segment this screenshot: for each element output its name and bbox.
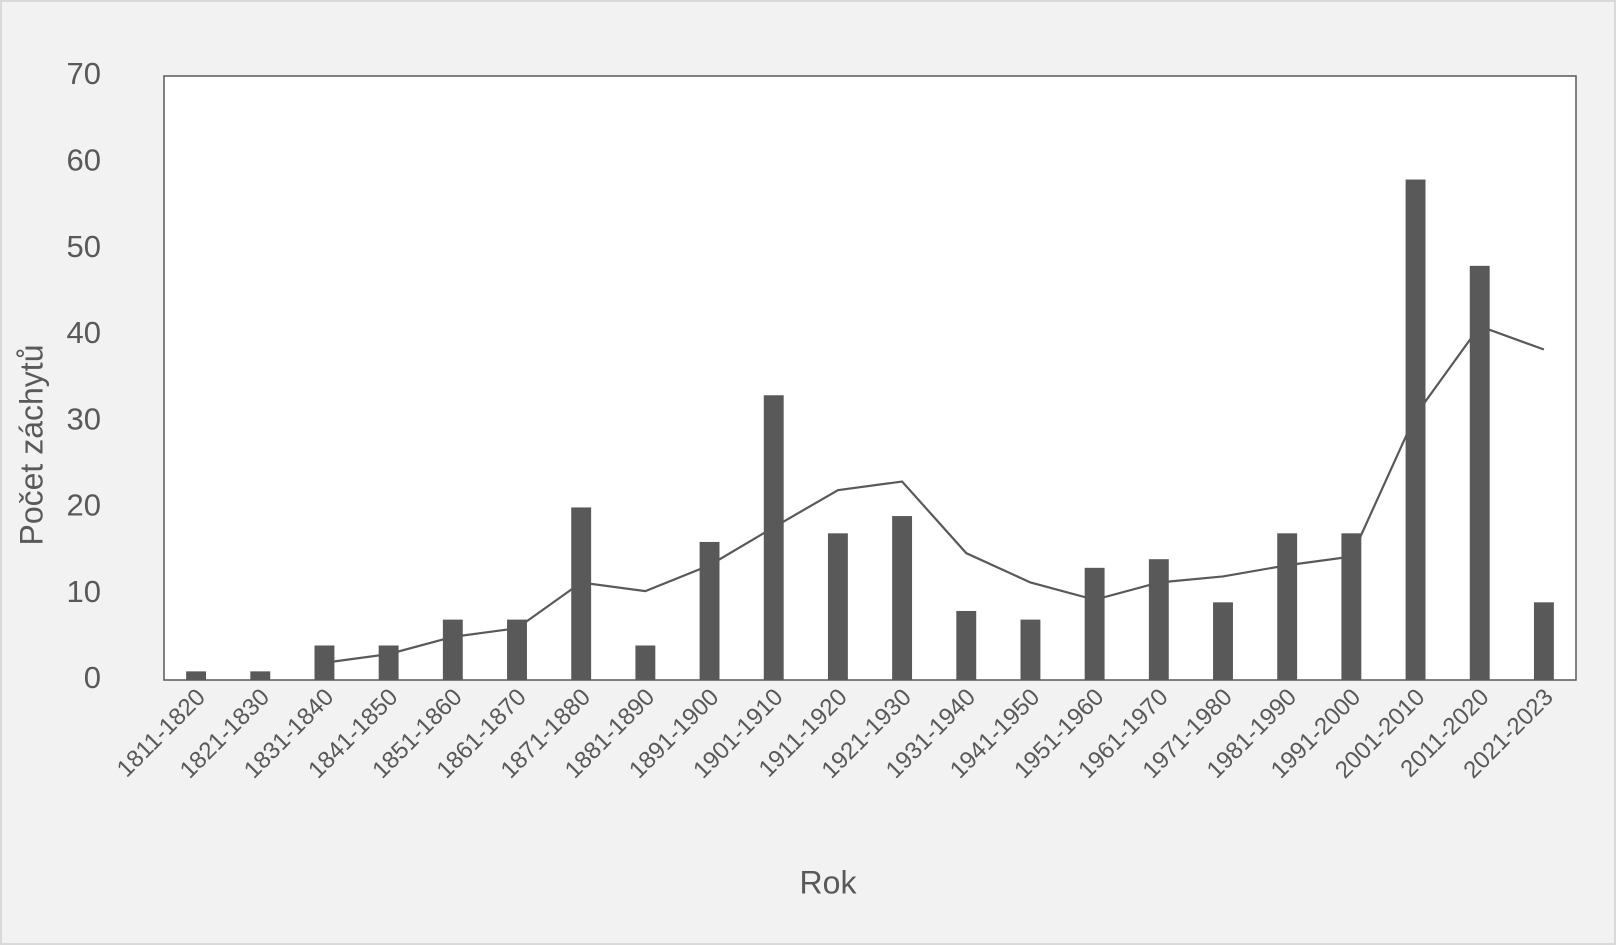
bar [442,619,463,680]
bar [1341,533,1362,680]
bar [827,533,848,680]
bar [763,395,784,680]
bar [1277,533,1298,680]
y-tick-label: 60 [67,142,101,177]
bar [1405,179,1426,681]
bar [186,671,207,680]
bar [1020,619,1041,680]
bar [635,645,656,680]
plot-area [163,75,1577,681]
y-tick-label: 50 [67,229,101,264]
y-axis-title: Počet záchytů [13,345,49,546]
bar [1084,567,1105,680]
bar [1148,559,1169,680]
bar [956,610,977,680]
bar [571,507,592,680]
y-tick-label: 40 [67,315,101,350]
bar [1469,265,1490,680]
bar [1533,602,1554,680]
bar [699,541,720,680]
bar [378,645,399,680]
y-tick-label: 10 [67,574,101,609]
x-axis-title: Rok [800,864,858,900]
bar [892,516,913,680]
y-tick-label: 30 [67,401,101,436]
y-tick-label: 20 [67,488,101,523]
y-tick-label: 70 [67,56,101,91]
bar [507,619,527,680]
bar [1213,602,1233,680]
bar [250,671,271,680]
y-tick-label: 0 [84,660,101,695]
trend-line [324,324,1545,664]
